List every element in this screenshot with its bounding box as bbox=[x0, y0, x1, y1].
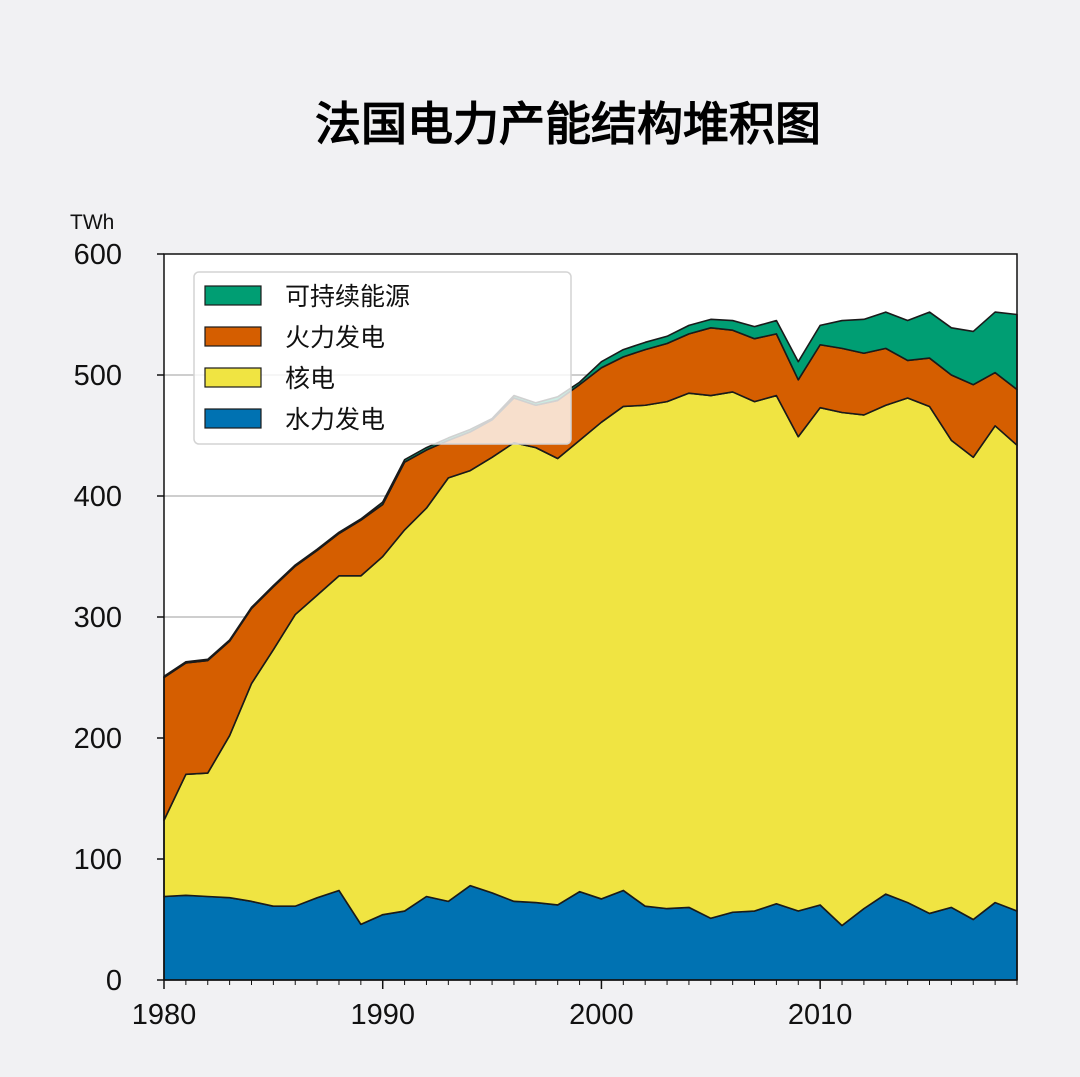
y-tick-label: 600 bbox=[74, 239, 122, 271]
legend-label: 水力发电 bbox=[285, 405, 385, 434]
legend-swatch bbox=[204, 367, 262, 388]
chart-title: 法国电力产能结构堆积图 bbox=[315, 97, 821, 151]
area-layers bbox=[163, 311, 1018, 981]
legend-label: 可持续能源 bbox=[285, 282, 410, 311]
x-tick-label: 2010 bbox=[788, 999, 853, 1031]
y-tick-label: 200 bbox=[74, 723, 122, 755]
x-tick-label: 2000 bbox=[569, 999, 634, 1031]
legend-swatch bbox=[204, 408, 262, 429]
legend-label: 火力发电 bbox=[285, 323, 385, 352]
legend-swatch bbox=[204, 285, 262, 306]
y-axis-unit: TWh bbox=[70, 211, 114, 234]
x-tick-label: 1980 bbox=[132, 999, 197, 1031]
y-tick-label: 400 bbox=[74, 481, 122, 513]
y-tick-label: 100 bbox=[74, 844, 122, 876]
legend-swatch bbox=[204, 326, 262, 347]
legend-box bbox=[193, 271, 572, 445]
y-tick-label: 500 bbox=[74, 360, 122, 392]
legend-label: 核电 bbox=[285, 364, 335, 393]
y-tick-label: 300 bbox=[74, 602, 122, 634]
y-tick-label: 0 bbox=[106, 965, 122, 997]
axes: 0 100 200 300 400 500 600 1980 1990 2000 2010 bbox=[74, 239, 1018, 1031]
x-tick-label: 1990 bbox=[350, 999, 415, 1031]
